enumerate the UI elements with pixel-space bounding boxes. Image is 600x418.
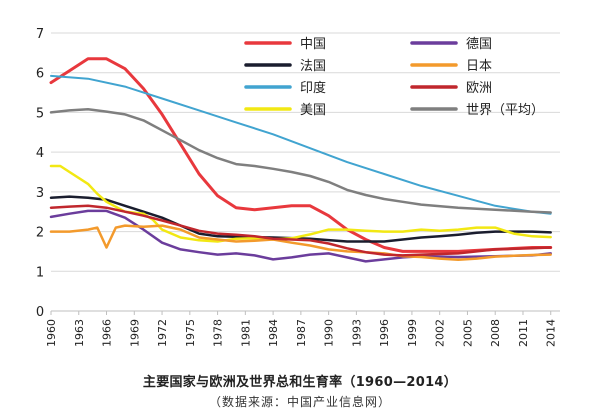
- x-tick-label: 2011: [517, 319, 530, 347]
- x-tick-label: 2002: [434, 319, 447, 347]
- legend-label-0: 中国: [300, 37, 326, 52]
- x-tick-label: 1990: [323, 319, 336, 347]
- x-tick-label: 1975: [184, 319, 197, 347]
- legend-label-3: 美国: [300, 103, 326, 118]
- x-tick-label: 1981: [239, 319, 252, 347]
- series-line-6: [49, 204, 552, 257]
- y-tick-label: 4: [36, 146, 44, 161]
- legend-label-6: 欧洲: [466, 81, 492, 96]
- y-tick-label: 3: [36, 186, 44, 201]
- x-tick-label: 1993: [350, 319, 363, 347]
- fertility-line-chart: 0 1 2 3 4 5 6 7 1960 1963 1966 1969 1972 1975 1978 1981…: [36, 27, 560, 347]
- legend-label-2: 印度: [300, 80, 326, 96]
- series-line-5: [49, 224, 552, 262]
- x-tick-label: 2005: [461, 319, 474, 347]
- x-tick-label: 1978: [212, 319, 225, 347]
- x-tick-label: 1960: [45, 319, 58, 347]
- y-tick-label: 2: [36, 226, 44, 241]
- x-tick-label: 2008: [489, 319, 502, 347]
- y-tick-label: 1: [36, 265, 44, 280]
- x-tick-label: 1963: [73, 319, 86, 347]
- y-tick-label: 5: [36, 106, 44, 121]
- chart-gridlines: [51, 32, 560, 272]
- series-line-3: [49, 164, 552, 243]
- legend-label-1: 法国: [300, 59, 326, 74]
- y-tick-label: 7: [36, 27, 44, 42]
- x-tick-label: 1984: [267, 319, 280, 347]
- chart-series: [49, 57, 553, 263]
- chart-canvas: 0 1 2 3 4 5 6 7 1960 1963 1966 1969 1972 1975 1978 1981…: [36, 27, 560, 347]
- chart-axes: 0 1 2 3 4 5 6 7 1960 1963 1966 1969 1972 1975 1978 1981…: [36, 27, 560, 347]
- x-tick-label: 1999: [406, 319, 419, 347]
- y-tick-label: 0: [36, 305, 44, 320]
- series-line-7: [49, 108, 552, 214]
- legend-label-7: 世界（平均）: [466, 103, 544, 118]
- x-tick-label: 1996: [378, 319, 391, 347]
- chart-source-note: （数据来源：中国产业信息网）: [208, 395, 391, 409]
- x-tick-label: 2014: [545, 319, 558, 347]
- series-line-2: [50, 74, 552, 215]
- series-line-0: [49, 57, 553, 253]
- legend-label-4: 德国: [466, 37, 492, 52]
- x-tick-label: 1969: [128, 319, 141, 347]
- x-tick-label: 1972: [156, 319, 169, 347]
- x-tick-label: 1987: [295, 319, 308, 347]
- chart-title: 主要国家与欧洲及世界总和生育率（1960—2014）: [142, 375, 458, 390]
- legend-label-5: 日本: [466, 59, 492, 74]
- y-tick-label: 6: [36, 67, 44, 82]
- x-tick-label: 1966: [101, 319, 114, 347]
